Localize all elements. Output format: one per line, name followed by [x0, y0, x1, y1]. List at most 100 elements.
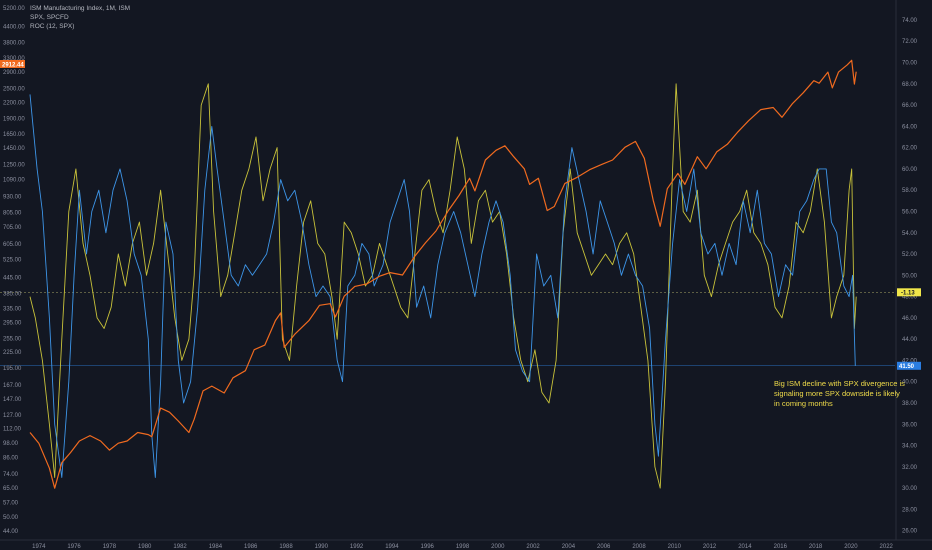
- left-tick-label: 805.00: [3, 211, 22, 217]
- x-tick-label: 1976: [67, 544, 81, 550]
- spx-last-badge: 2912.44: [0, 60, 25, 69]
- right-tick-label: 40.00: [902, 380, 918, 386]
- right-tick-label: 36.00: [902, 422, 918, 428]
- left-tick-label: 147.00: [3, 397, 22, 403]
- right-tick-label: 64.00: [902, 124, 918, 130]
- price-badges: 2912.44 -1.13 41.50: [0, 60, 921, 370]
- left-tick-label: 74.00: [3, 472, 19, 478]
- annotation: Big ISM decline with SPX divergence is s…: [774, 379, 905, 408]
- right-tick-label: 66.00: [902, 103, 918, 109]
- left-tick-label: 225.00: [3, 350, 22, 356]
- left-tick-label: 295.00: [3, 321, 22, 327]
- ism-badge-bg: [897, 361, 921, 370]
- annotation-line-3: in coming months: [774, 399, 833, 408]
- right-tick-label: 54.00: [902, 231, 918, 237]
- x-tick-label: 1974: [32, 544, 46, 550]
- left-tick-label: 335.00: [3, 307, 22, 313]
- right-tick-label: 46.00: [902, 316, 918, 322]
- legend-roc: ROC (12, SPX): [30, 23, 74, 30]
- legend-spx: SPX, SPCFD: [30, 14, 69, 21]
- x-tick-label: 2012: [703, 544, 717, 550]
- spx-badge-text: 2912.44: [2, 63, 24, 69]
- left-tick-label: 5200.00: [3, 6, 25, 12]
- left-tick-label: 445.00: [3, 275, 22, 281]
- left-tick-label: 255.00: [3, 336, 22, 342]
- x-tick-label: 2008: [632, 544, 646, 550]
- left-tick-label: 1250.00: [3, 162, 25, 168]
- x-tick-label: 2010: [668, 544, 682, 550]
- right-tick-label: 74.00: [902, 18, 918, 24]
- roc-series-line: [29, 83, 857, 489]
- spx-series-line: [29, 59, 857, 489]
- right-tick-label: 56.00: [902, 210, 918, 216]
- left-tick-label: 705.00: [3, 225, 22, 231]
- x-tick-label: 2016: [774, 544, 788, 550]
- right-tick-label: 70.00: [902, 61, 918, 67]
- left-tick-label: 112.00: [3, 427, 22, 433]
- x-tick-label: 2022: [880, 544, 894, 550]
- left-tick-label: 167.00: [3, 383, 22, 389]
- x-tick-label: 1978: [103, 544, 117, 550]
- right-tick-label: 58.00: [902, 188, 918, 194]
- right-tick-label: 68.00: [902, 82, 918, 88]
- left-tick-label: 1650.00: [3, 132, 25, 138]
- right-tick-label: 30.00: [902, 486, 918, 492]
- x-tick-label: 1984: [209, 544, 223, 550]
- x-tick-label: 1986: [244, 544, 258, 550]
- left-tick-label: 65.00: [3, 486, 19, 492]
- right-tick-label: 52.00: [902, 252, 918, 258]
- roc-badge-bg: [897, 288, 921, 297]
- left-tick-label: 3800.00: [3, 41, 25, 47]
- right-axis-panel: [896, 0, 932, 550]
- left-axis-ticks: 44.00 50.00 57.00 65.00 74.00 86.00 98.00 112.0…: [3, 6, 25, 535]
- right-tick-label: 34.00: [902, 444, 918, 450]
- left-tick-label: 1450.00: [3, 146, 25, 152]
- ism-last-badge: 41.50: [897, 361, 921, 370]
- x-tick-label: 1990: [315, 544, 329, 550]
- roc-badge-text: -1.13: [901, 290, 915, 296]
- x-tick-label: 2020: [844, 544, 858, 550]
- left-tick-label: 2500.00: [3, 86, 25, 92]
- roc-last-badge: -1.13: [897, 288, 921, 297]
- left-tick-label: 2200.00: [3, 100, 25, 106]
- left-tick-label: 127.00: [3, 413, 22, 419]
- left-tick-label: 1090.00: [3, 177, 25, 183]
- x-tick-label: 2006: [597, 544, 611, 550]
- right-tick-label: 44.00: [902, 337, 918, 343]
- left-tick-label: 605.00: [3, 242, 22, 248]
- x-tick-label: 1988: [279, 544, 293, 550]
- right-tick-label: 60.00: [902, 167, 918, 173]
- annotation-line-2: signaling more SPX downside is likely: [774, 389, 900, 398]
- spx-badge-bg: [0, 60, 25, 68]
- x-axis-ticks: 1974 1976 1978 1980 1982 1984 1986 1988 1990 1992…: [32, 544, 893, 550]
- right-tick-label: 62.00: [902, 146, 918, 152]
- left-tick-label: 4400.00: [3, 24, 25, 30]
- left-tick-label: 1900.00: [3, 116, 25, 122]
- x-tick-label: 2000: [491, 544, 505, 550]
- right-tick-label: 38.00: [902, 401, 918, 407]
- left-tick-label: 50.00: [3, 515, 19, 521]
- right-tick-label: 26.00: [902, 529, 918, 535]
- left-tick-label: 57.00: [3, 501, 19, 507]
- x-tick-label: 1996: [421, 544, 435, 550]
- x-tick-label: 2014: [738, 544, 752, 550]
- right-tick-label: 50.00: [902, 273, 918, 279]
- left-tick-label: 385.00: [3, 291, 22, 297]
- left-tick-label: 525.00: [3, 257, 22, 263]
- left-tick-label: 2900.00: [3, 70, 25, 76]
- left-tick-label: 195.00: [3, 366, 22, 372]
- right-tick-label: 72.00: [902, 39, 918, 45]
- annotation-line-1: Big ISM decline with SPX divergence is: [774, 379, 905, 388]
- x-tick-label: 1998: [456, 544, 470, 550]
- x-tick-label: 1992: [350, 544, 364, 550]
- x-tick-label: 2002: [526, 544, 540, 550]
- x-tick-label: 2004: [562, 544, 576, 550]
- left-tick-label: 86.00: [3, 456, 19, 462]
- x-tick-label: 1994: [385, 544, 399, 550]
- legend: ISM Manufacturing Index, 1M, ISM SPX, SP…: [30, 5, 130, 30]
- right-tick-label: 28.00: [902, 507, 918, 513]
- left-tick-label: 98.00: [3, 441, 19, 447]
- legend-ism: ISM Manufacturing Index, 1M, ISM: [30, 5, 130, 12]
